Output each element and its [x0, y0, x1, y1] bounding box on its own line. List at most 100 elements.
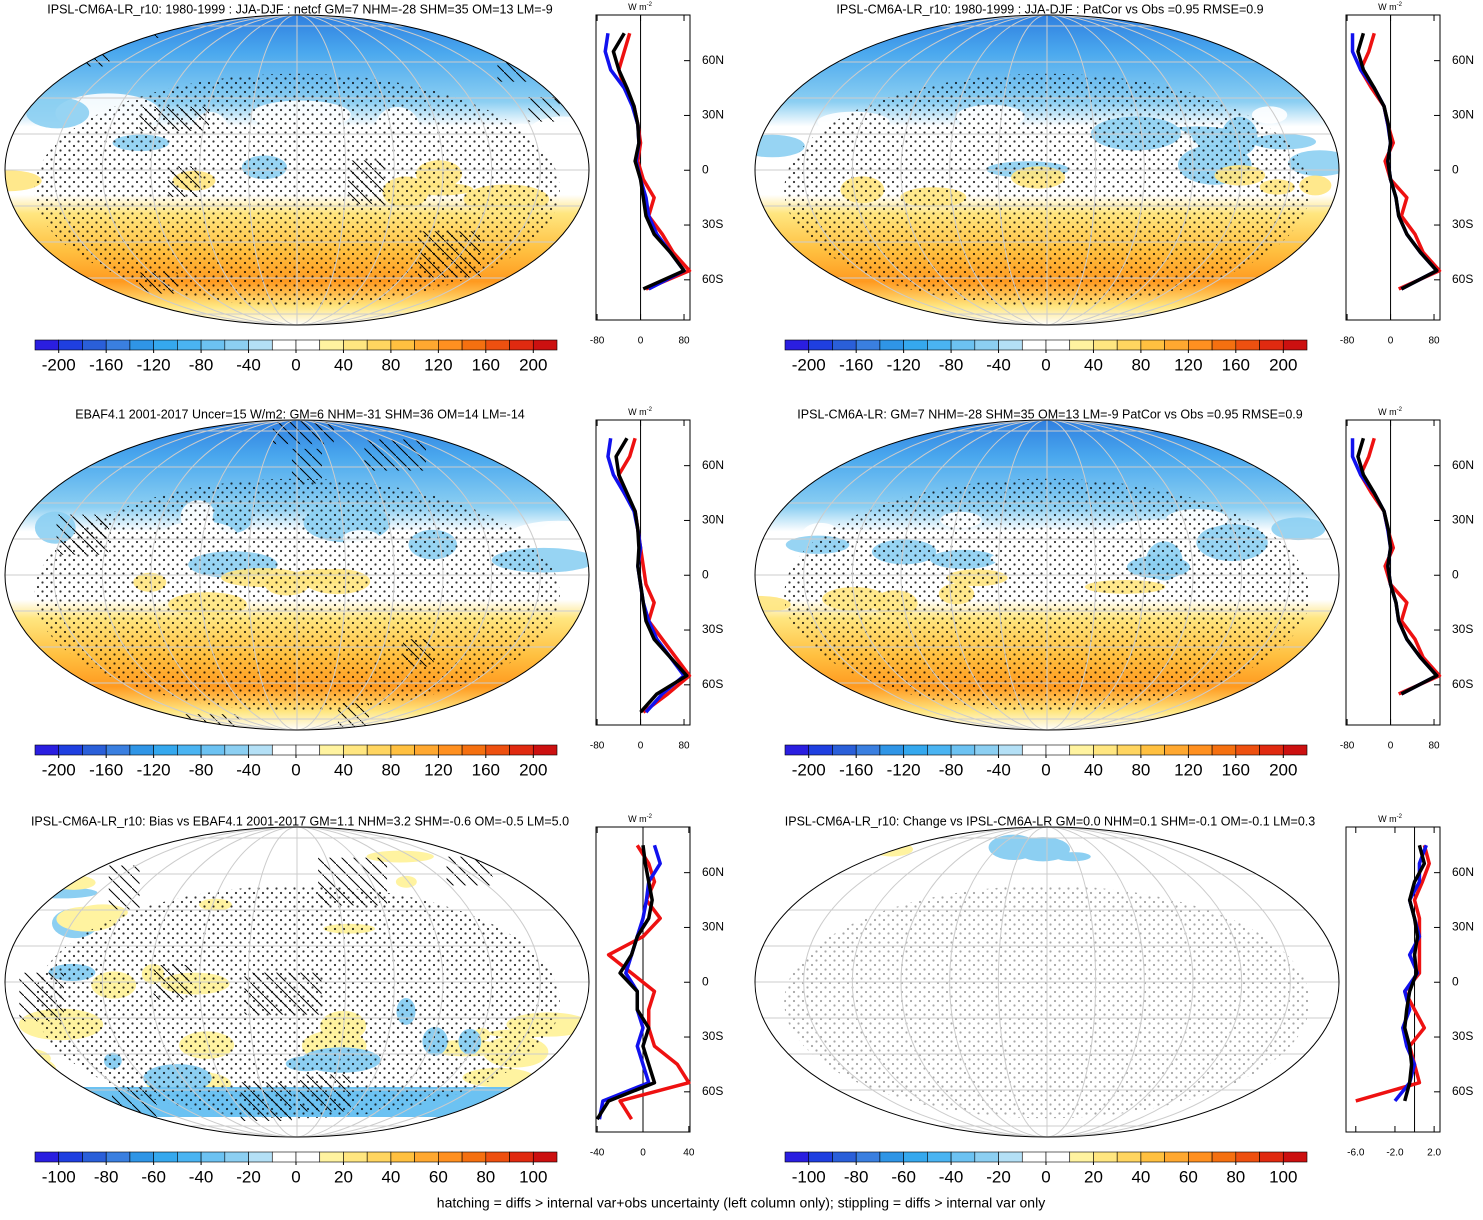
panel-title: EBAF4.1 2001-2017 Uncer=15 W/m2: GM=6 NH…: [75, 407, 525, 421]
x-tick-label: 80: [1428, 336, 1440, 347]
y-tick-label: 30N: [1452, 920, 1474, 934]
colorbar-box: [461, 1151, 487, 1163]
colorbar-box: [319, 339, 344, 351]
meridian: [851, 827, 1243, 1137]
y-tick-label: 30S: [702, 217, 723, 231]
map: [755, 827, 1339, 1137]
x-tick-label: -80: [590, 336, 605, 347]
map: [5, 827, 589, 1137]
colorbar-box: [58, 744, 83, 756]
hatching: [528, 96, 560, 122]
colorbar-box: [879, 744, 904, 756]
y-tick-label: 60S: [1452, 677, 1473, 691]
colorbar-label: -80: [94, 1167, 119, 1186]
colorbar-label: -20: [236, 1167, 261, 1186]
meridian: [101, 827, 493, 1137]
colorbar-label: 100: [519, 1167, 547, 1186]
colorbar-box: [903, 1151, 928, 1163]
colorbar-box: [509, 339, 534, 351]
colorbar-box: [1116, 744, 1142, 756]
profile-line: [1356, 437, 1439, 696]
colorbar-box: [1140, 1151, 1165, 1163]
profile-line: [614, 437, 689, 714]
y-tick-label: 0: [702, 974, 709, 988]
colorbar-box: [1116, 339, 1142, 351]
colorbar-label: 160: [1222, 760, 1250, 779]
colorbar-box: [1140, 744, 1165, 756]
x-tick-label: -2.0: [1386, 1148, 1404, 1159]
colorbar-box: [1282, 1151, 1308, 1163]
profile-line: [597, 844, 662, 1120]
colorbar-box: [438, 744, 463, 756]
units-label: W m-2: [628, 2, 652, 13]
colorbar-box: [855, 339, 881, 351]
meridian: [900, 420, 1194, 730]
colorbar-box: [414, 339, 439, 351]
colorbar-label: -80: [189, 355, 214, 374]
colorbar-label: 80: [1226, 1167, 1245, 1186]
colorbar-box: [1093, 1151, 1118, 1163]
colorbar-box: [927, 339, 952, 351]
map-border: [4, 826, 590, 1138]
y-tick-label: 0: [1452, 974, 1459, 988]
colorbar-box: [1164, 339, 1189, 351]
map-border: [754, 419, 1340, 731]
colorbar-label: 0: [291, 355, 300, 374]
colorbar-box: [485, 744, 510, 756]
hatching: [348, 160, 385, 205]
colorbar-box: [461, 339, 487, 351]
colorbar-box: [177, 1151, 202, 1163]
meridian: [247, 420, 347, 730]
colorbar-box: [271, 1151, 297, 1163]
x-tick-label: 0: [1388, 741, 1394, 752]
y-tick-label: 30N: [702, 513, 724, 527]
colorbar-box: [319, 744, 344, 756]
x-tick-label: 2.0: [1427, 1148, 1441, 1159]
hatching: [272, 421, 334, 445]
colorbar-box: [950, 744, 976, 756]
colorbar-box: [1188, 744, 1213, 756]
x-tick-label: -6.0: [1347, 1148, 1365, 1159]
colorbar-box: [390, 1151, 415, 1163]
colorbar-box: [1164, 744, 1189, 756]
x-tick-label: 80: [678, 336, 690, 347]
colorbar-box: [532, 1151, 558, 1163]
hatching: [139, 106, 210, 131]
colorbar-label: 0: [1041, 760, 1050, 779]
panel-title: IPSL-CM6A-LR_r10: Change vs IPSL-CM6A-LR…: [785, 814, 1315, 828]
map-patch: [988, 834, 1038, 861]
colorbar-box: [1140, 339, 1165, 351]
meridian: [101, 420, 493, 730]
colorbar-label: 40: [1084, 355, 1103, 374]
colorbar-box: [34, 339, 60, 351]
map-patch: [13, 853, 75, 878]
map-border: [4, 419, 590, 731]
colorbar-label: 80: [381, 760, 400, 779]
y-tick-label: 0: [702, 567, 709, 581]
profile-line: [611, 32, 686, 291]
map-patch: [5, 170, 42, 192]
colorbar-box: [1235, 744, 1260, 756]
hatching: [364, 439, 426, 471]
meridian: [247, 15, 347, 325]
colorbar-box: [271, 744, 297, 756]
footnote: hatching = diffs > internal var+obs unce…: [437, 1195, 1045, 1211]
colorbar-label: -40: [236, 760, 261, 779]
colorbar-box: [129, 1151, 154, 1163]
colorbar-label: -40: [236, 355, 261, 374]
meridian: [803, 827, 1291, 1137]
colorbar-label: 160: [472, 355, 500, 374]
plot-frame: [1345, 826, 1441, 1133]
map-patch: [25, 887, 98, 899]
meridian: [199, 15, 395, 325]
y-tick-label: 30S: [1452, 622, 1473, 636]
units-label: W m-2: [1378, 407, 1402, 418]
colorbar-box: [343, 339, 368, 351]
map: [755, 15, 1339, 325]
colorbar-box: [224, 744, 249, 756]
colorbar-box: [58, 1151, 83, 1163]
y-tick-label: 30S: [1452, 217, 1473, 231]
colorbar-box: [974, 1151, 999, 1163]
meridian: [851, 420, 1243, 730]
